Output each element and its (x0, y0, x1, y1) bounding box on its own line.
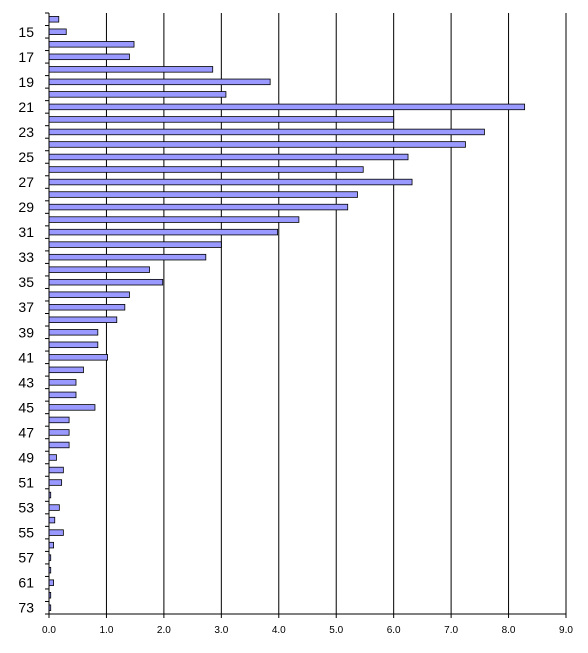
bar-54 (48, 516, 56, 524)
bar-38 (48, 316, 118, 323)
x-tick-label: 9.0 (559, 625, 573, 636)
x-tick-label: 8.0 (502, 625, 516, 636)
bar-26 (48, 166, 364, 173)
y-tick-label-43: 43 (18, 374, 34, 390)
bar-28 (48, 191, 358, 198)
bar-32 (48, 241, 222, 248)
bar-36 (48, 291, 130, 298)
bar-42 (48, 366, 84, 374)
bar-16 (48, 41, 135, 48)
bar-22 (48, 116, 395, 123)
bar-29 (48, 203, 349, 211)
x-tick-label: 0.0 (42, 625, 56, 636)
y-tick-label-57: 57 (18, 550, 34, 566)
bar-45 (48, 404, 96, 411)
y-tick-label-19: 19 (18, 74, 34, 90)
y-tick-label-17: 17 (18, 49, 34, 65)
y-tick-label-39: 39 (18, 324, 34, 340)
y-tick-label-61: 61 (18, 575, 34, 591)
bar-20 (48, 91, 227, 98)
bar-27 (48, 178, 413, 186)
y-tick-label-27: 27 (18, 174, 34, 190)
bar-41 (48, 354, 108, 361)
bar-51 (48, 479, 63, 486)
y-tick-label-41: 41 (18, 349, 34, 365)
y-tick-label-51: 51 (18, 475, 34, 491)
bar-55 (48, 529, 64, 536)
bar-39 (48, 329, 99, 336)
x-tick-label: 1.0 (99, 625, 113, 636)
y-tick-label-53: 53 (18, 500, 34, 516)
bar-31 (48, 228, 279, 236)
bar-14 (48, 16, 60, 23)
y-tick-label-15: 15 (18, 24, 34, 40)
bar-19 (48, 78, 271, 86)
y-tick-label-45: 45 (18, 399, 34, 415)
bar-23 (48, 128, 485, 136)
bar-43 (48, 379, 77, 386)
bar-33 (48, 253, 207, 261)
axes (45, 12, 567, 618)
bar-40 (48, 341, 99, 349)
bar-30 (48, 216, 300, 223)
y-tick-label-33: 33 (18, 249, 34, 265)
bar-61 (48, 579, 54, 586)
y-tick-label-31: 31 (18, 224, 34, 240)
y-tick-label-47: 47 (18, 424, 34, 440)
y-tick-label-21: 21 (18, 99, 34, 115)
bar-50 (48, 466, 64, 474)
bar-48 (48, 441, 70, 449)
bar-35 (48, 278, 164, 286)
bar-53 (48, 504, 60, 511)
bar-56 (48, 541, 54, 549)
x-tick-label: 6.0 (387, 625, 401, 636)
bar-15 (48, 28, 67, 35)
y-tick-label-49: 49 (18, 449, 34, 465)
bar-46 (48, 416, 70, 424)
y-tick-label-35: 35 (18, 274, 34, 290)
bar-18 (48, 66, 214, 73)
x-tick-label: 3.0 (214, 625, 228, 636)
x-tick-label: 7.0 (444, 625, 458, 636)
bar-44 (48, 391, 77, 399)
y-tick-label-23: 23 (18, 124, 34, 140)
x-tick-labels: 0.0 1.0 2.0 3.0 4.0 5.0 6.0 7.0 8.0 9.0 (42, 625, 573, 636)
x-tick-label: 5.0 (329, 625, 343, 636)
x-tick-label: 2.0 (157, 625, 171, 636)
y-tick-label-29: 29 (18, 199, 34, 215)
x-tick-label: 4.0 (272, 625, 286, 636)
gridlines (105, 13, 567, 614)
bar-49 (48, 454, 57, 461)
bar-25 (48, 153, 409, 161)
bar-37 (48, 304, 126, 311)
y-tick-label-25: 25 (18, 149, 34, 165)
bar-24 (48, 141, 466, 148)
bar-21 (48, 103, 526, 111)
bar-34 (48, 266, 150, 273)
y-tick-labels: 15 17 19 21 23 25 27 29 31 33 35 37 39 41 43 45 47 49 51 53… (18, 24, 34, 616)
bar-47 (48, 429, 70, 436)
y-tick-label-37: 37 (18, 299, 34, 315)
bar-17 (48, 53, 130, 61)
y-tick-label-55: 55 (18, 525, 34, 541)
y-tick-label-73: 73 (18, 600, 34, 616)
